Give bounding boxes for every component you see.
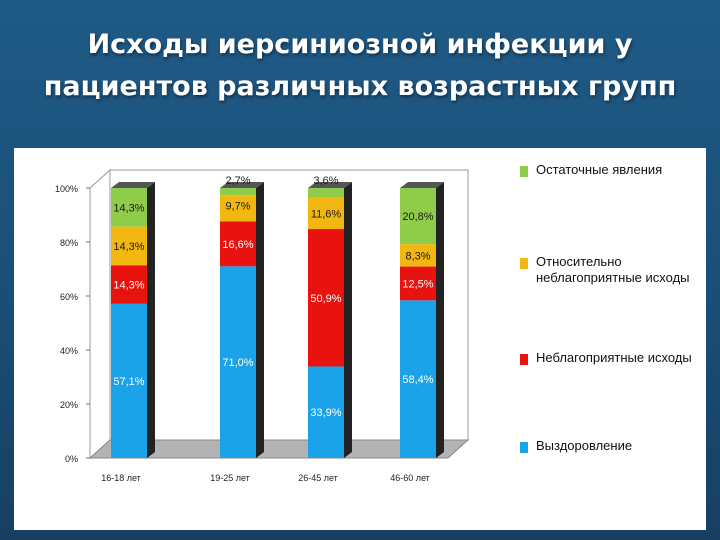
data-label: 57,1% [113, 376, 144, 388]
bar-top [220, 182, 264, 188]
data-label: 8,3% [405, 250, 430, 262]
chart-panel: 0% 20% 40% 60% 80% 100% 57,1% 14,3% 14,3% 14,3% 16… [14, 148, 706, 530]
y-tick-label: 20% [60, 400, 78, 410]
bar-segment [220, 221, 256, 267]
bar-segment [400, 300, 436, 458]
bar-segment [111, 303, 147, 458]
x-tick-label: 46-60 лет [390, 473, 430, 483]
data-label: 20,8% [402, 211, 433, 223]
data-label: 11,6% [311, 208, 342, 220]
legend-label-residual: Остаточные явления [536, 162, 663, 177]
side-wall [89, 168, 111, 460]
legend-swatch-recovery [520, 442, 528, 453]
bar-segment [400, 266, 436, 301]
data-label: 58,4% [402, 374, 433, 386]
y-tick-label: 60% [60, 292, 78, 302]
y-tick-label: 0% [65, 454, 78, 464]
stacked-bar-chart: 0% 20% 40% 60% 80% 100% 57,1% 14,3% 14,3% 14,3% 16… [55, 168, 470, 483]
data-label: 9,7% [225, 200, 250, 212]
data-label: 3,6% [313, 175, 338, 187]
bar-segment [220, 188, 256, 196]
bar-segment [400, 244, 436, 267]
data-label: 16,6% [222, 239, 253, 251]
y-tick-label: 80% [60, 238, 78, 248]
bar-segment [308, 188, 344, 198]
x-tick-label: 26-45 лет [298, 473, 338, 483]
y-tick-label: 40% [60, 346, 78, 356]
bar-segment [111, 265, 147, 304]
data-label: 12,5% [402, 278, 433, 290]
legend-label-recovery: Выздоровление [536, 438, 633, 453]
legend-swatch-residual [520, 166, 528, 177]
data-label: 14,3% [113, 280, 144, 292]
data-label: 14,3% [113, 202, 144, 214]
data-label: 71,0% [222, 357, 253, 369]
slide-title: Исходы иерсиниозной инфекции у пациентов… [20, 24, 700, 108]
bar-segment [220, 266, 256, 458]
bar-segment [308, 366, 344, 458]
legend-swatch-relatively-unfavorable [520, 258, 528, 269]
slide-title-line-1: Исходы иерсиниозной инфекции у [87, 29, 633, 60]
slide-title-line-2: пациентов различных возрастных групп [43, 71, 677, 102]
data-label: 2,7% [225, 175, 250, 187]
bar-segment [111, 188, 147, 227]
x-tick-label: 16-18 лет [101, 473, 141, 483]
data-label: 33,9% [310, 407, 341, 419]
bar-top [308, 182, 352, 188]
data-label: 14,3% [113, 241, 144, 253]
legend-label-unfavorable: Неблагоприятные исходы [536, 350, 692, 365]
bar-side [147, 182, 155, 458]
bar-segment [308, 229, 344, 367]
bar-segment [308, 197, 344, 230]
bar-segment [111, 226, 147, 266]
x-tick-label: 19-25 лет [210, 473, 250, 483]
legend-swatch-unfavorable [520, 354, 528, 365]
bar-segment [220, 195, 256, 222]
bar-side [436, 182, 444, 458]
bar-side [344, 182, 352, 458]
y-tick-label: 100% [55, 184, 78, 194]
bar-segment [400, 188, 436, 245]
data-label: 50,9% [310, 293, 341, 305]
bar-side [256, 182, 264, 458]
bar-top [111, 182, 155, 188]
legend-label-relatively-unfavorable: Относительно неблагоприятные исходы [536, 254, 690, 285]
bar-top [400, 182, 444, 188]
